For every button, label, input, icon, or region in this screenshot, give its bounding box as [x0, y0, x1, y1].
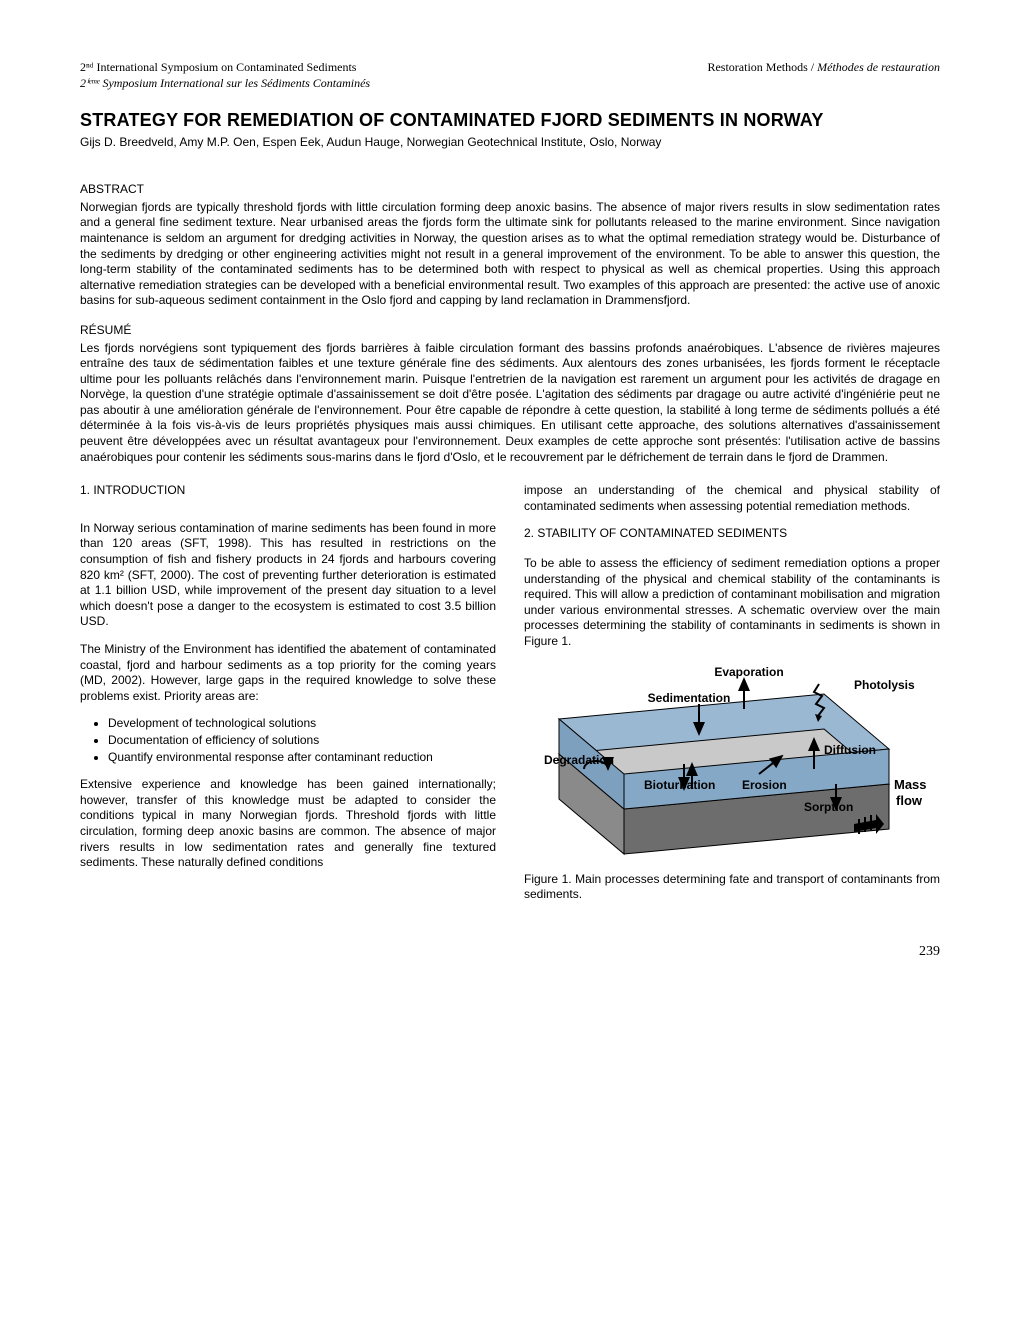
intro-p3: Extensive experience and knowledge has b…	[80, 777, 496, 871]
section-1-heading: 1. INTRODUCTION	[80, 483, 496, 499]
header-left: 2ⁿᵈ International Symposium on Contamina…	[80, 60, 370, 91]
left-column: 1. INTRODUCTION In Norway serious contam…	[80, 483, 496, 903]
abstract-text: Norwegian fjords are typically threshold…	[80, 200, 940, 309]
photolysis-label: Photolysis	[854, 678, 915, 692]
header-left-line1: 2ⁿᵈ International Symposium on Contamina…	[80, 60, 370, 76]
header-left-line2: 2ⁱᵉᵐᵉ Symposium International sur les Sé…	[80, 76, 370, 92]
figure-1: Evaporation Photolysis Sedimentation Dif…	[524, 664, 940, 864]
massflow-label-2: flow	[896, 793, 923, 808]
two-column-body: 1. INTRODUCTION In Norway serious contam…	[80, 483, 940, 903]
degradation-label: Degradation	[544, 753, 614, 767]
massflow-label-1: Mass	[894, 777, 927, 792]
abstract-label: ABSTRACT	[80, 182, 940, 198]
figure-1-caption: Figure 1. Main processes determining fat…	[524, 872, 940, 903]
sorption-label: Sorption	[804, 800, 853, 814]
header-row: 2ⁿᵈ International Symposium on Contamina…	[80, 60, 940, 91]
header-right-italic: Méthodes de restauration	[817, 60, 940, 74]
intro-continuation: impose an understanding of the chemical …	[524, 483, 940, 514]
erosion-label: Erosion	[742, 778, 787, 792]
section-2-heading: 2. STABILITY OF CONTAMINATED SEDIMENTS	[524, 526, 940, 542]
list-item: Quantify environmental response after co…	[108, 750, 496, 766]
evaporation-label: Evaporation	[714, 665, 783, 679]
figure-1-svg: Evaporation Photolysis Sedimentation Dif…	[524, 664, 934, 864]
intro-p1: In Norway serious contamination of marin…	[80, 521, 496, 630]
authors-line: Gijs D. Breedveld, Amy M.P. Oen, Espen E…	[80, 135, 940, 151]
page-number: 239	[80, 943, 940, 961]
list-item: Development of technological solutions	[108, 716, 496, 732]
header-right: Restoration Methods / Méthodes de restau…	[707, 60, 940, 91]
stability-p1: To be able to assess the efficiency of s…	[524, 556, 940, 650]
paper-title: STRATEGY FOR REMEDIATION OF CONTAMINATED…	[80, 109, 940, 132]
list-item: Documentation of efficiency of solutions	[108, 733, 496, 749]
priority-list: Development of technological solutions D…	[80, 716, 496, 765]
header-right-plain: Restoration Methods /	[707, 60, 817, 74]
diffusion-label: Diffusion	[824, 743, 876, 757]
bioturbation-label: Bioturbation	[644, 778, 715, 792]
resume-label: RÉSUMÉ	[80, 323, 940, 339]
resume-text: Les fjords norvégiens sont typiquement d…	[80, 341, 940, 466]
sedimentation-label: Sedimentation	[648, 691, 731, 705]
intro-p2: The Ministry of the Environment has iden…	[80, 642, 496, 704]
right-column: impose an understanding of the chemical …	[524, 483, 940, 903]
